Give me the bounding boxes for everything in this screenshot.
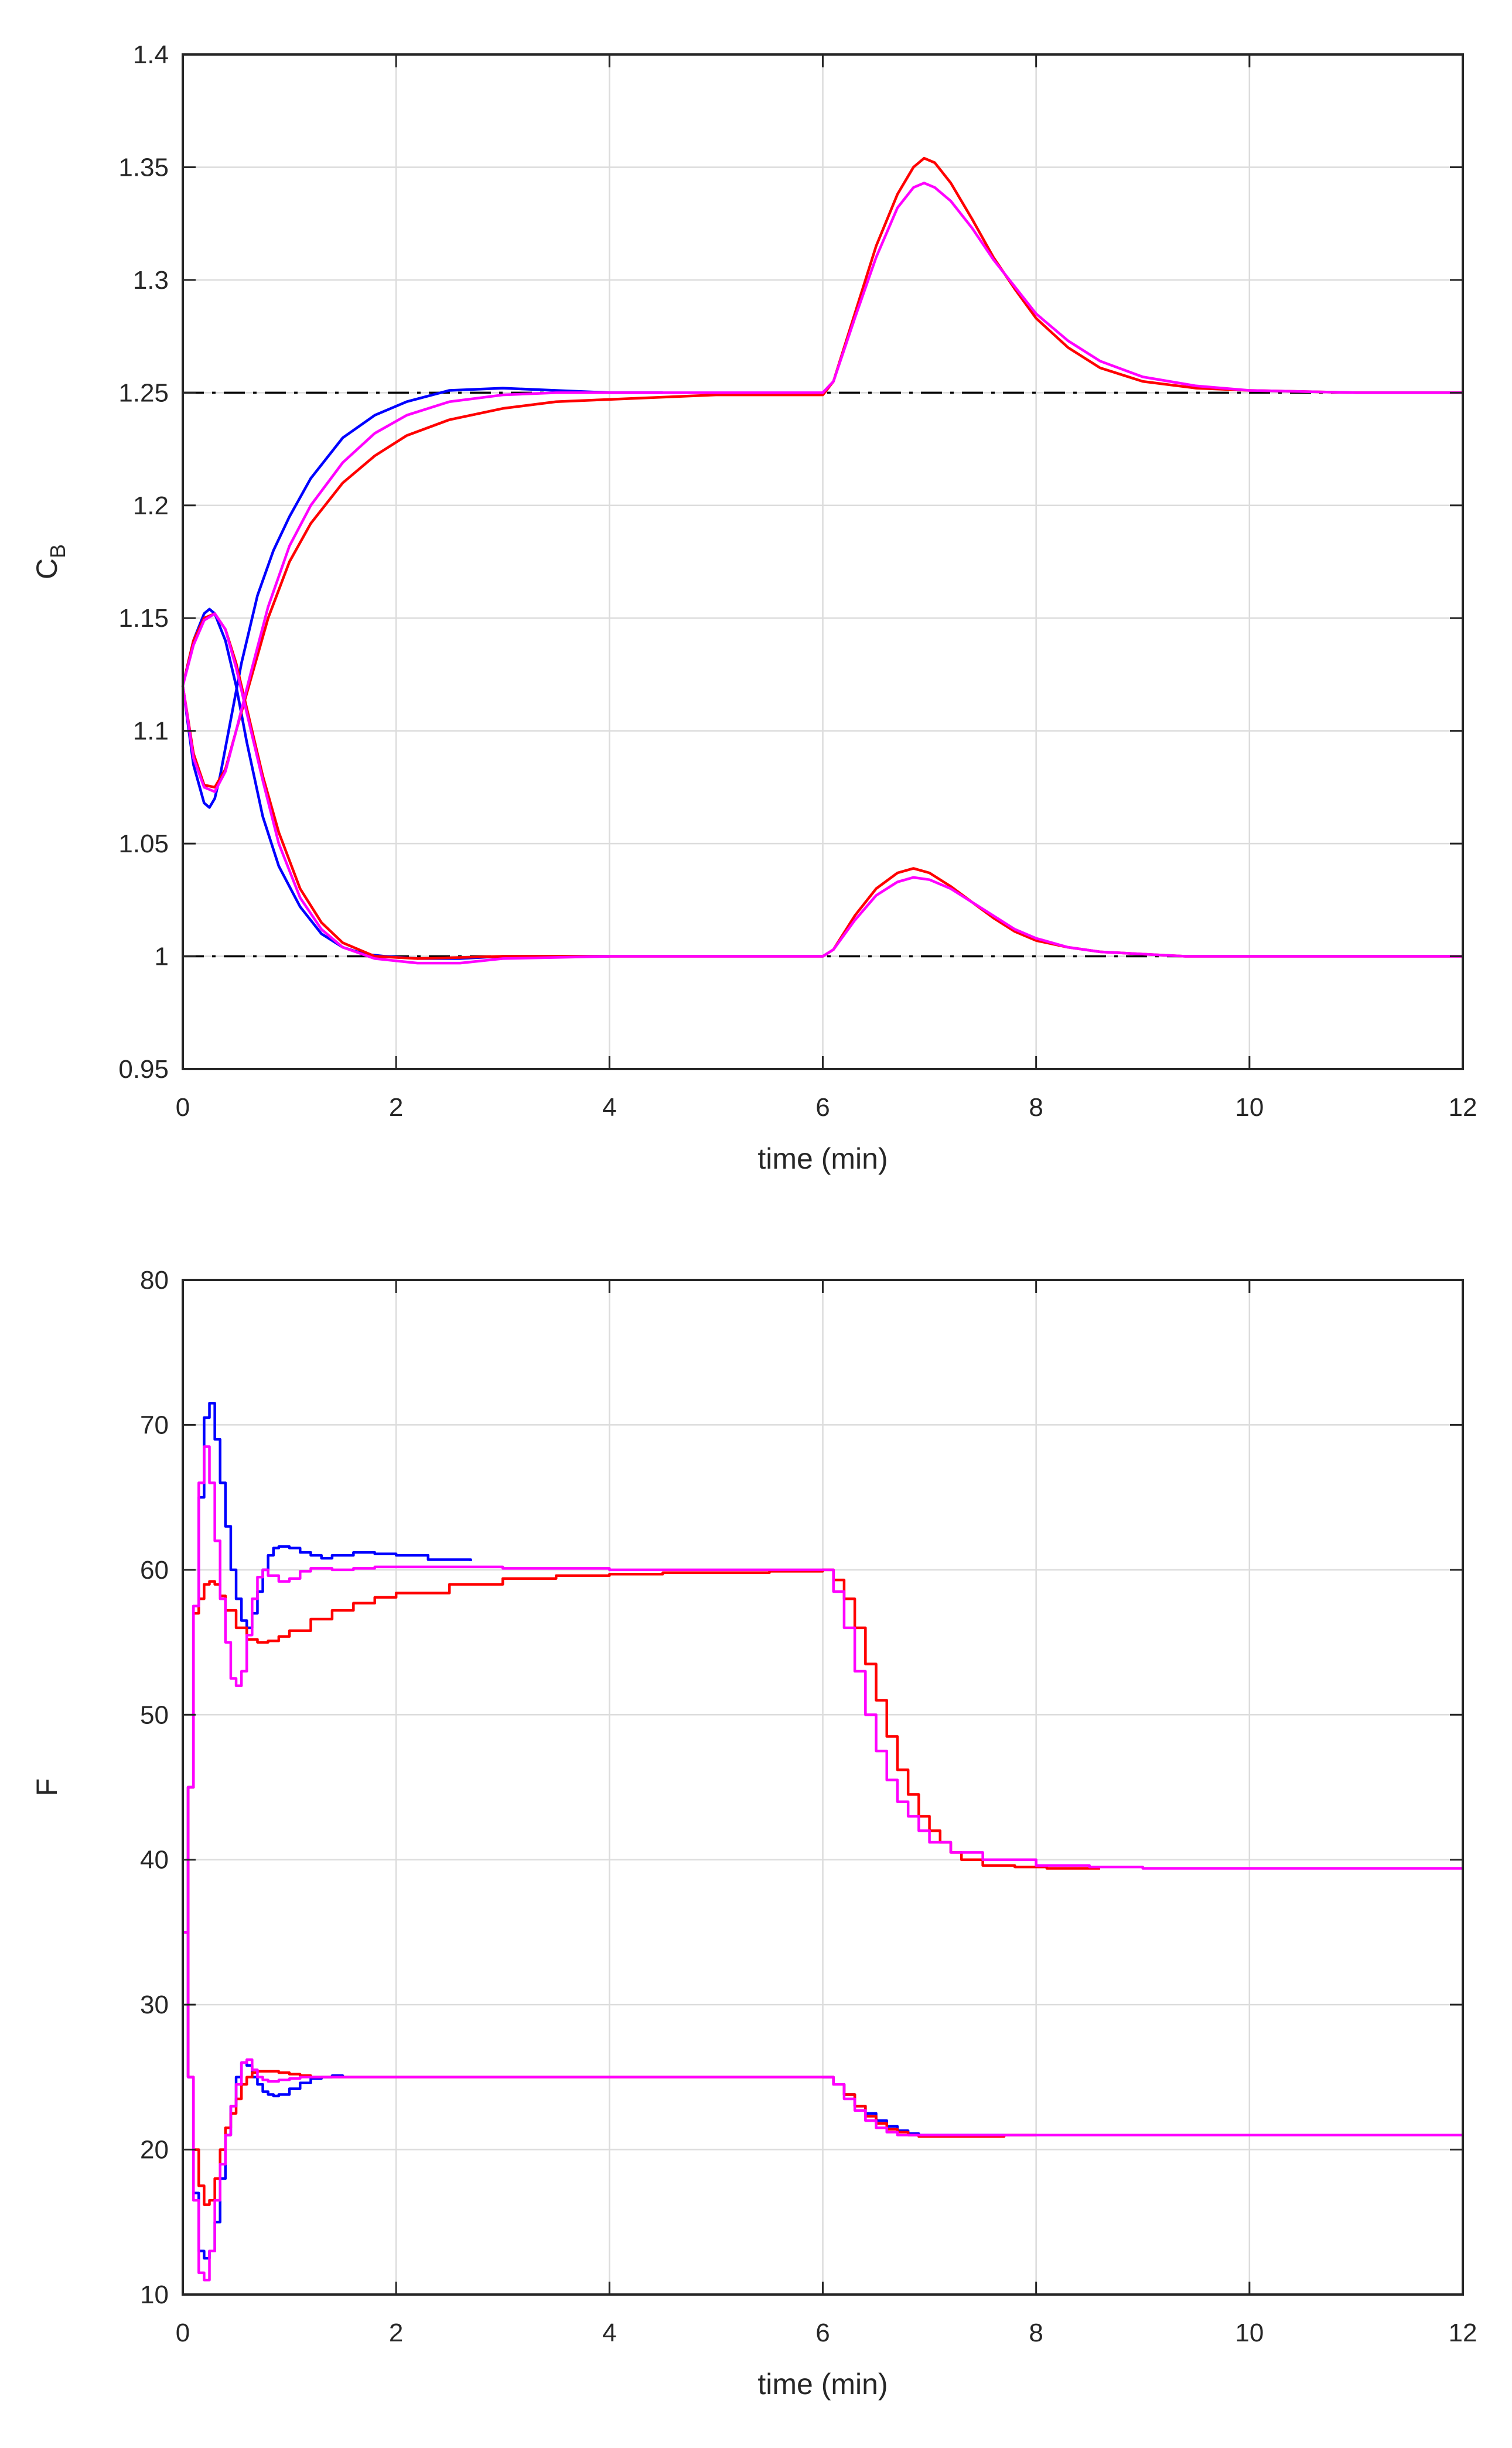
f-series [183,1402,1463,2282]
f-y-tick-label: 50 [140,1701,169,1729]
f-x-tick-label: 6 [815,2319,830,2347]
cb-x-axis-label: time (min) [757,1142,888,1175]
f-y-tick-label: 80 [140,1266,169,1295]
cb-y-axis-label: CB [30,544,70,579]
cb-y-tick-label: 1.05 [118,829,169,858]
f-x-tick-label: 8 [1029,2319,1043,2347]
cb-ticks: 0 2 4 6 8 10 12 0.95 1 1.05 1.1 1.15 1.2 1.25 1.3 1.35 1… [118,40,1477,1122]
cb-y-tick-label: 1 [155,943,169,971]
cb-x-tick-label: 10 [1235,1093,1264,1122]
f-series-line-3 [183,1568,1100,1934]
f-ticks: 0 2 4 6 8 10 12 10 20 30 40 50 60 70 80 [140,1266,1477,2347]
cb-y-tick-label: 1.3 [133,266,169,295]
f-x-tick-label: 4 [602,2319,616,2347]
cb-series-line-4 [181,182,1463,793]
cb-y-tick-label: 1.2 [133,491,169,520]
cb-x-tick-label: 8 [1029,1093,1043,1122]
f-y-tick-label: 10 [140,2280,169,2309]
f-y-tick-label: 60 [140,1556,169,1585]
cb-y-tick-label: 0.95 [118,1055,169,1084]
cb-y-tick-label: 1.15 [118,604,169,633]
cb-plot: 0 2 4 6 8 10 12 0.95 1 1.05 1.1 1.15 1.2 1.25 1.3 1.35 1… [30,40,1477,1175]
cb-x-tick-label: 12 [1449,1093,1477,1122]
cb-y-axis-label-subscript: B [46,544,70,558]
cb-y-axis-label-main: C [30,558,63,579]
f-x-axis-label: time (min) [757,2368,888,2401]
f-series-line-1 [183,1931,344,2260]
f-y-tick-label: 30 [140,1991,169,2019]
cb-series-line-0 [181,387,663,809]
f-y-tick-label: 40 [140,1846,169,1875]
f-series-line-5 [183,1445,1463,1934]
cb-y-tick-label: 1.25 [118,378,169,407]
f-series-line-4 [183,1931,1036,2206]
f-x-tick-label: 2 [389,2319,403,2347]
cb-y-tick-label: 1.1 [133,717,169,746]
f-y-axis-label: F [30,1778,63,1797]
f-y-tick-label: 70 [140,1411,169,1439]
cb-series-line-5 [181,612,1463,965]
cb-x-tick-label: 0 [176,1093,190,1122]
cb-series-line-2 [181,156,1463,789]
cb-series [181,156,1463,965]
cb-x-tick-label: 4 [602,1093,616,1122]
cb-x-tick-label: 2 [389,1093,403,1122]
f-plot: 0 2 4 6 8 10 12 10 20 30 40 50 60 70 80 time (min) F [30,1266,1477,2401]
f-series-line-6 [183,1931,1463,2282]
f-y-tick-label: 20 [140,2136,169,2164]
cb-x-tick-label: 6 [815,1093,830,1122]
f-x-tick-label: 10 [1235,2319,1264,2347]
f-x-tick-label: 12 [1449,2319,1477,2347]
cb-y-tick-label: 1.35 [118,153,169,182]
f-x-tick-label: 0 [176,2319,190,2347]
cb-y-tick-label: 1.4 [133,40,169,69]
